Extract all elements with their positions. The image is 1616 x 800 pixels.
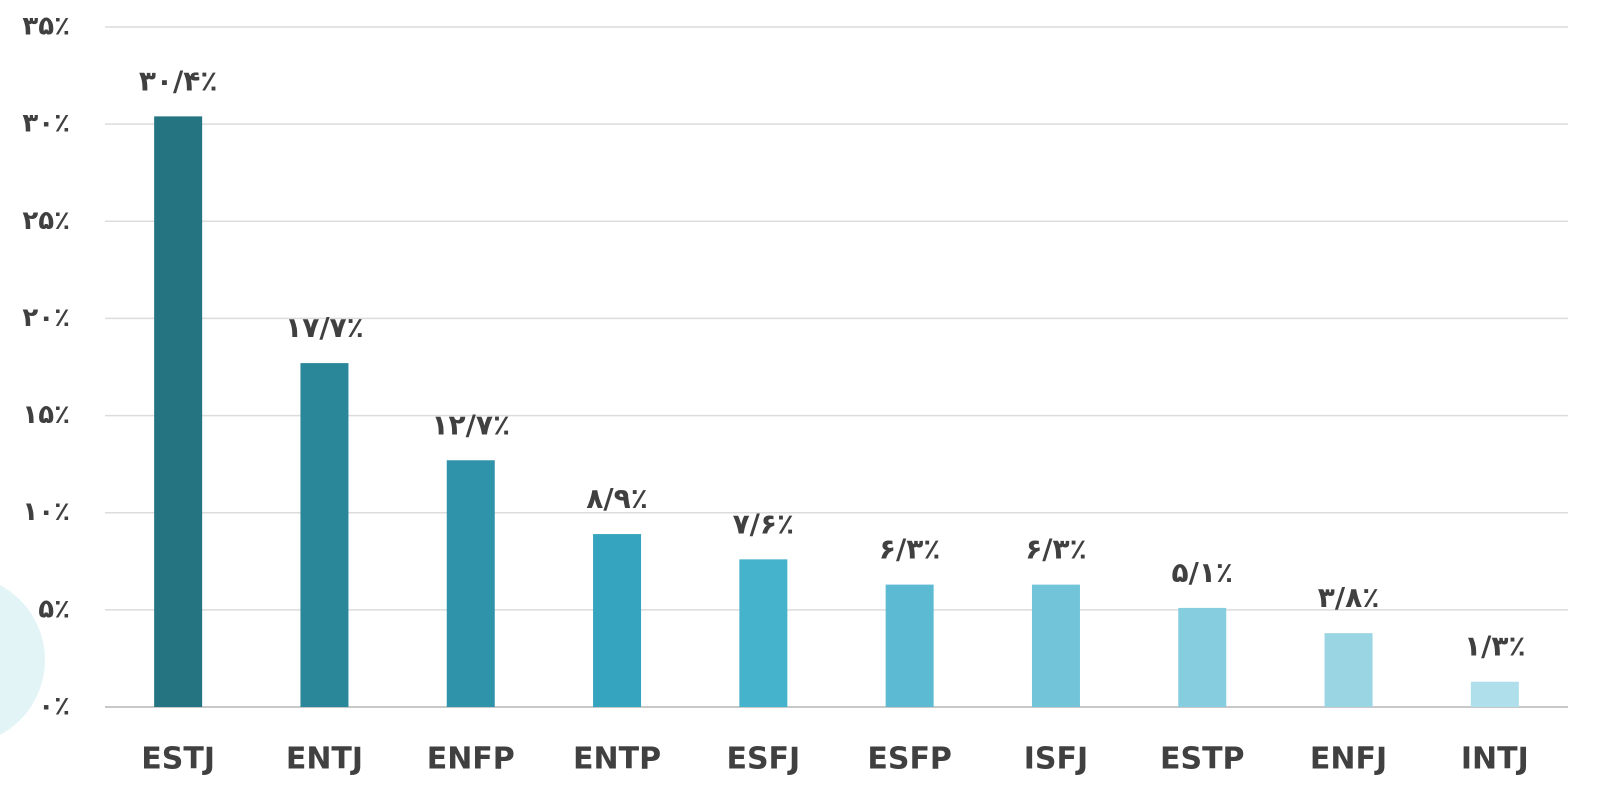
- y-tick-label: ۳۵٪: [22, 12, 70, 42]
- decoration-circle: [0, 585, 45, 735]
- bar: [885, 584, 934, 707]
- y-tick-label: ۲۰٪: [22, 303, 70, 333]
- x-tick-label: ISFJ: [1024, 742, 1088, 777]
- x-tick-label: ENFJ: [1310, 742, 1387, 777]
- y-tick-label: ۵٪: [38, 594, 70, 624]
- x-tick-label: ESTJ: [141, 742, 215, 777]
- data-label: ۳/۸٪: [1318, 581, 1380, 614]
- bar: [1470, 681, 1519, 707]
- bar: [154, 116, 203, 707]
- y-tick-label: ۳۰٪: [22, 109, 70, 139]
- data-label: ۱۷/۷٪: [285, 311, 364, 344]
- x-tick-label: ESTP: [1160, 742, 1245, 777]
- x-tick-label: ESFP: [867, 742, 952, 777]
- x-tick-label: ENFP: [427, 742, 515, 777]
- bar: [1031, 584, 1080, 707]
- x-tick-label: ENTJ: [286, 742, 363, 777]
- bar: [739, 559, 788, 707]
- data-label: ۶/۳٪: [879, 533, 941, 566]
- data-label: ۶/۳٪: [1025, 533, 1087, 566]
- y-tick-label: ۲۵٪: [22, 206, 70, 236]
- x-tick-label: ENTP: [573, 742, 661, 777]
- data-label: ۱۲/۷٪: [431, 408, 510, 441]
- data-label: ۷/۶٪: [733, 507, 795, 540]
- y-tick-label: ۱۰٪: [22, 497, 70, 527]
- data-label: ۳۰/۴٪: [139, 64, 218, 97]
- bar: [1178, 607, 1227, 707]
- y-tick-label: ۰٪: [38, 692, 70, 722]
- bar: [1324, 633, 1373, 707]
- x-tick-label: INTJ: [1461, 742, 1529, 777]
- data-label: ۵/۱٪: [1172, 556, 1234, 589]
- bar: [300, 363, 349, 707]
- y-tick-label: ۱۵٪: [22, 400, 70, 430]
- bar: [593, 534, 642, 707]
- data-label: ۸/۹٪: [586, 482, 648, 515]
- x-tick-label: ESFJ: [726, 742, 800, 777]
- bar: [446, 460, 495, 707]
- data-label: ۱/۳٪: [1464, 630, 1526, 663]
